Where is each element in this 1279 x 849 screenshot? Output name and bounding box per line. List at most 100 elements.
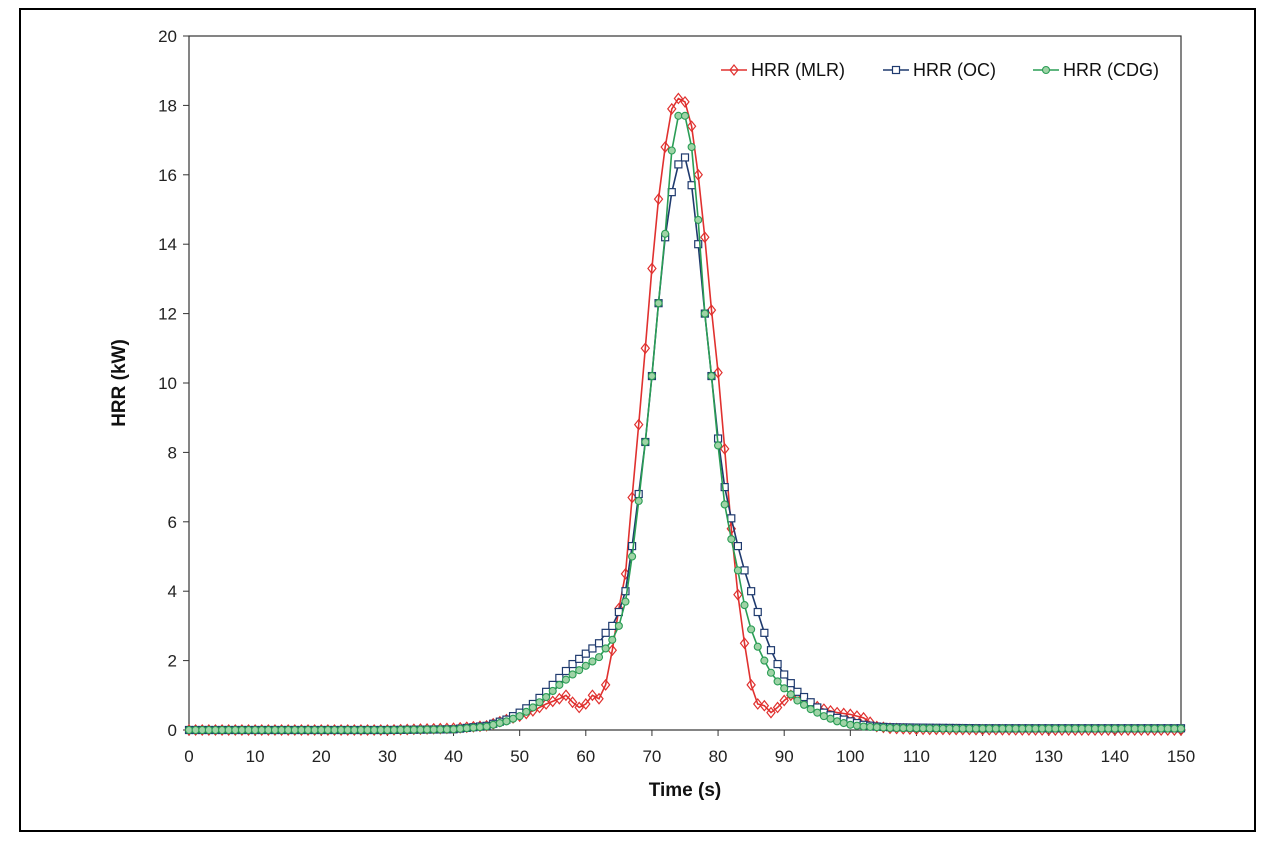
- series-layer: [184, 92, 1186, 736]
- data-point: [826, 714, 835, 723]
- series-2: [184, 111, 1186, 735]
- data-point: [403, 725, 412, 734]
- x-tick-label: 80: [709, 747, 728, 766]
- data-point: [760, 656, 769, 665]
- data-point: [866, 722, 875, 731]
- data-point: [780, 670, 789, 679]
- legend-label: HRR (MLR): [751, 60, 845, 80]
- data-point: [714, 441, 723, 450]
- data-point: [673, 92, 684, 105]
- data-point: [739, 637, 750, 650]
- legend-swatch-marker: [1041, 65, 1051, 75]
- data-point: [1024, 724, 1033, 733]
- data-point: [350, 725, 359, 735]
- data-point: [680, 95, 690, 108]
- data-point: [759, 699, 770, 712]
- data-point: [879, 723, 888, 732]
- data-point: [621, 597, 630, 606]
- data-point: [1104, 724, 1113, 733]
- data-point: [978, 724, 987, 733]
- y-tick-label: 16: [158, 166, 177, 185]
- data-point: [601, 644, 610, 653]
- data-point: [449, 725, 458, 734]
- data-point: [436, 725, 445, 734]
- data-point: [885, 723, 895, 732]
- x-tick-label: 70: [642, 747, 661, 766]
- data-point: [522, 707, 531, 716]
- data-point: [575, 666, 584, 675]
- data-point: [661, 229, 670, 238]
- data-point: [594, 639, 604, 648]
- data-point: [720, 483, 729, 492]
- data-point: [594, 692, 604, 705]
- data-point: [647, 262, 657, 275]
- data-point: [323, 725, 332, 735]
- data-point: [1038, 724, 1047, 733]
- x-tick-label: 60: [576, 747, 595, 766]
- data-point: [793, 687, 802, 696]
- y-tick-label: 6: [168, 513, 177, 532]
- data-point: [892, 723, 901, 733]
- data-point: [270, 725, 280, 735]
- data-point: [846, 720, 855, 729]
- data-point: [575, 654, 584, 663]
- data-point: [938, 724, 947, 733]
- data-point: [674, 111, 683, 120]
- data-point: [489, 720, 498, 729]
- data-point: [766, 646, 776, 655]
- data-point: [733, 541, 743, 551]
- data-point: [555, 673, 564, 683]
- data-point: [640, 342, 651, 355]
- series-0: [184, 92, 1186, 736]
- data-point: [317, 725, 326, 735]
- hrr-line-chart: 0 2 4 6 8 10 12 14 16 18 20 0 10 20 30 40 50 60 70 80 90 100 1…: [109, 27, 1195, 801]
- data-point: [614, 621, 623, 630]
- data-point: [528, 703, 537, 712]
- x-tick-label: 140: [1101, 747, 1129, 766]
- data-point: [567, 696, 578, 709]
- data-point: [535, 698, 544, 707]
- data-point: [363, 725, 372, 735]
- data-point: [1084, 724, 1093, 733]
- data-point: [747, 625, 756, 634]
- data-point: [680, 111, 690, 120]
- data-point: [747, 587, 756, 596]
- data-point: [760, 628, 769, 637]
- data-point: [389, 725, 399, 734]
- data-point: [251, 725, 260, 735]
- data-point: [654, 299, 663, 308]
- data-point: [343, 725, 352, 735]
- data-point: [608, 621, 617, 631]
- data-point: [766, 706, 776, 719]
- data-point: [429, 725, 438, 734]
- data-point: [1018, 724, 1027, 733]
- data-point: [621, 587, 630, 596]
- data-point: [561, 666, 571, 676]
- x-tick-label: 20: [312, 747, 331, 766]
- legend-label: HRR (OC): [913, 60, 996, 80]
- series-line: [189, 97, 1181, 731]
- figure-frame: 0 2 4 6 8 10 12 14 16 18 20 0 10 20 30 40 50 60 70 80 90 100 1…: [19, 8, 1256, 832]
- data-point: [806, 705, 815, 714]
- data-point: [1137, 724, 1146, 733]
- data-point: [588, 644, 597, 653]
- data-point: [706, 304, 717, 317]
- data-point: [693, 168, 703, 181]
- data-point: [713, 366, 723, 379]
- data-point: [1130, 724, 1139, 733]
- data-point: [423, 725, 432, 734]
- y-axis-title: HRR (kW): [109, 339, 130, 427]
- data-point: [1090, 724, 1100, 733]
- data-point: [574, 701, 584, 714]
- data-point: [277, 725, 286, 735]
- data-point: [952, 724, 961, 733]
- data-point: [991, 724, 1000, 733]
- data-point: [687, 142, 696, 152]
- legend-swatch-marker: [729, 64, 739, 76]
- data-point: [561, 675, 571, 684]
- data-point: [680, 153, 690, 162]
- data-point: [733, 566, 742, 575]
- data-point: [971, 724, 981, 733]
- data-point: [456, 724, 465, 733]
- data-point: [587, 689, 598, 702]
